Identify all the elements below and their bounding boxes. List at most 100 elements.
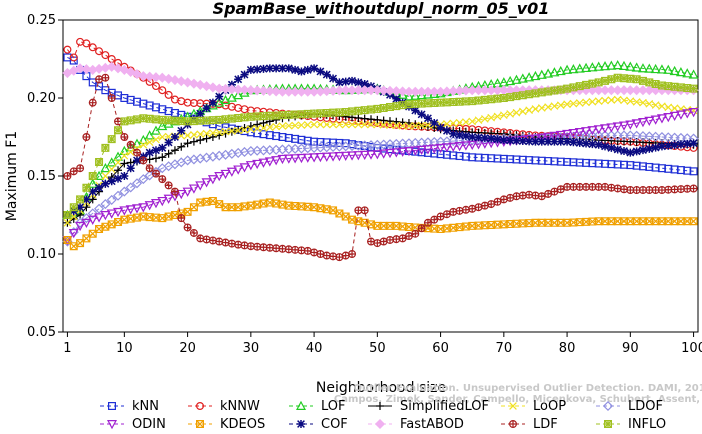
data-point — [246, 65, 255, 74]
data-point — [113, 207, 124, 218]
data-point — [613, 145, 622, 154]
data-point — [113, 151, 124, 161]
data-point — [157, 196, 168, 207]
legend-item-inflo: INFLO — [596, 417, 666, 432]
data-point — [133, 144, 141, 153]
data-point — [385, 236, 394, 244]
data-point — [562, 64, 573, 74]
data-point — [423, 218, 432, 227]
data-point — [76, 239, 85, 248]
data-point — [164, 132, 173, 141]
x-axis: 1 10 20 30 40 50 60 70 80 90 100 — [63, 332, 702, 356]
data-point — [550, 102, 559, 110]
data-point — [506, 193, 515, 202]
data-point — [656, 64, 667, 74]
data-point — [348, 76, 357, 85]
data-point — [575, 82, 584, 91]
data-point — [106, 194, 117, 205]
data-point — [525, 106, 533, 114]
data-point — [284, 121, 293, 130]
watermark-line-1: Outlier Evaluation. Unsupervised Outlier… — [354, 383, 702, 394]
y-tick-label: 0.20 — [27, 91, 56, 106]
legend-marker — [196, 420, 204, 428]
data-point — [144, 71, 155, 82]
data-point — [144, 201, 155, 211]
legend-item-fastabod: FastABOD — [368, 417, 464, 432]
data-point — [335, 78, 344, 87]
data-point — [594, 97, 603, 105]
data-point — [164, 181, 173, 190]
data-point — [373, 115, 382, 124]
data-point — [158, 175, 167, 184]
data-point — [107, 165, 116, 174]
data-point — [555, 65, 566, 76]
data-point — [131, 178, 143, 189]
data-point — [347, 151, 358, 161]
data-point — [252, 85, 263, 96]
data-point — [506, 93, 515, 102]
legend-label: LOF — [321, 399, 346, 414]
data-point — [549, 67, 560, 77]
data-point — [493, 94, 502, 103]
data-point — [524, 72, 535, 82]
data-point — [544, 87, 553, 96]
legend-label: LoOP — [533, 399, 566, 414]
chart-title: SpamBase_withoutdupl_norm_05_v01 — [213, 0, 550, 18]
data-point — [500, 111, 508, 119]
data-point — [272, 64, 281, 73]
data-point — [620, 147, 629, 156]
data-point — [366, 150, 377, 160]
data-point — [234, 75, 243, 84]
data-point — [264, 157, 275, 167]
data-point — [177, 142, 186, 151]
data-point — [499, 94, 508, 102]
data-point — [95, 157, 104, 166]
data-point — [303, 246, 312, 255]
data-point — [631, 119, 642, 129]
data-point — [455, 206, 464, 215]
series-inflo — [63, 73, 698, 219]
series-kdeos — [63, 196, 698, 251]
data-point — [76, 203, 85, 212]
data-point — [120, 215, 129, 224]
data-point — [600, 61, 611, 71]
data-point — [658, 102, 666, 111]
data-point — [202, 104, 211, 113]
data-point — [392, 94, 401, 103]
data-point — [601, 142, 610, 151]
data-point — [620, 96, 628, 105]
legend-label: LDOF — [628, 399, 663, 414]
data-point — [384, 85, 396, 96]
data-point — [618, 60, 630, 71]
series-layer — [62, 37, 699, 262]
legend-item-kdeos: KDEOS — [188, 417, 265, 432]
data-point — [461, 222, 470, 231]
data-point — [126, 116, 135, 125]
data-point — [125, 205, 136, 215]
data-point — [258, 158, 269, 168]
data-point — [582, 80, 591, 89]
data-point — [632, 98, 641, 106]
data-point — [563, 137, 572, 146]
data-point — [95, 183, 104, 192]
data-point — [637, 131, 649, 142]
data-point — [518, 137, 527, 146]
legend-label: KDEOS — [220, 417, 265, 432]
data-point — [480, 95, 489, 104]
data-point — [506, 110, 514, 118]
data-point — [474, 96, 483, 105]
data-point — [145, 148, 154, 157]
x-tick-label: 10 — [116, 341, 133, 356]
data-point — [214, 97, 225, 107]
data-point — [481, 115, 489, 123]
data-point — [215, 128, 224, 137]
data-point — [511, 74, 522, 84]
data-point — [76, 37, 85, 46]
data-point — [177, 97, 186, 106]
data-point — [195, 79, 206, 90]
data-point — [297, 121, 306, 129]
data-point — [265, 64, 274, 73]
data-point — [373, 239, 382, 247]
data-point — [310, 248, 319, 257]
data-point — [100, 162, 111, 173]
